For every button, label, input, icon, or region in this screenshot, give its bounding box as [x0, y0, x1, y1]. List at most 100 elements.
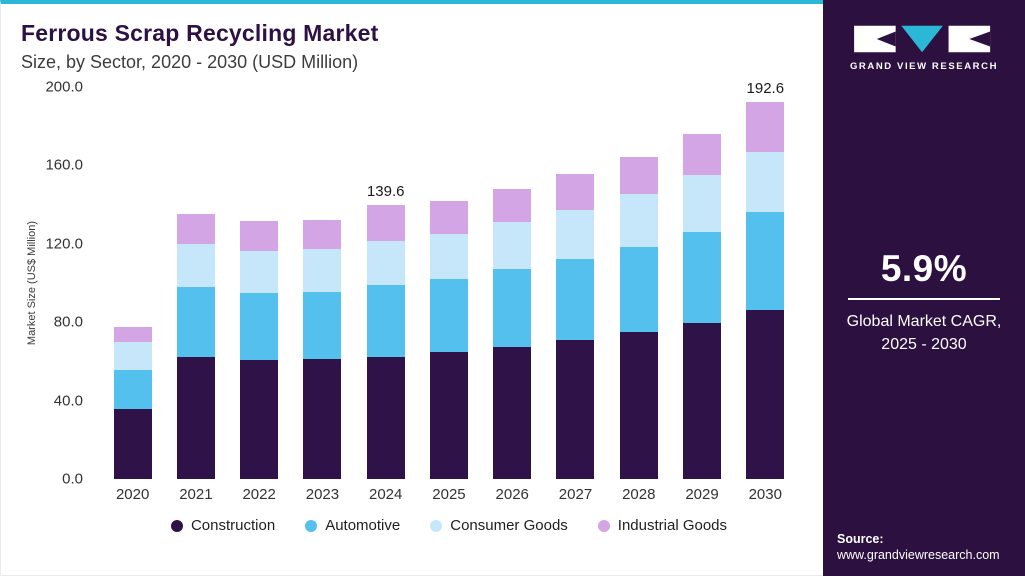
chart-area: Market Size (US$ Million) 0.0 40.0 80.0 120… [21, 79, 803, 534]
y-tick-label: 120.0 [45, 235, 83, 253]
bar-column-2022 [228, 87, 291, 479]
legend-label: Consumer Goods [450, 517, 568, 534]
bar-segment-consumer-goods [113, 341, 152, 371]
sidebar: GRAND VIEW RESEARCH 5.9% Global Market C… [823, 0, 1025, 576]
bar-segment-construction [113, 409, 152, 479]
bar-segment-construction [556, 339, 595, 479]
x-tick-label: 2026 [495, 486, 529, 503]
bar-segment-consumer-goods [683, 175, 722, 233]
bar-stack [303, 87, 342, 479]
x-tick-label: 2027 [558, 486, 593, 503]
bars: 139.6 192.6 [95, 80, 803, 479]
x-tick-label: 2024 [369, 486, 403, 503]
x-tick-label: 2029 [685, 486, 719, 503]
y-tick-label: 0.0 [62, 470, 83, 488]
y-axis: 0.0 40.0 80.0 120.0 160.0 200.0 [43, 79, 95, 488]
x-tick-label: 2028 [622, 486, 656, 503]
bar-segment-consumer-goods [240, 250, 279, 293]
bar-stack [240, 87, 279, 479]
legend-swatch-icon [430, 519, 443, 532]
bar-segment-automotive [556, 259, 595, 340]
bar-segment-industrial-goods [429, 200, 468, 235]
bar-segment-construction [176, 356, 215, 479]
bar-column-2025 [417, 87, 480, 479]
bar-value-label: 139.6 [366, 183, 405, 201]
y-axis-title: Market Size (US$ Million) [26, 220, 38, 346]
bar-segment-consumer-goods [746, 151, 785, 213]
bar-segment-construction [429, 351, 468, 479]
bar-column-2021 [164, 87, 227, 479]
legend-item-consumer-goods: Consumer Goods [430, 517, 568, 534]
gvr-logo: GRAND VIEW RESEARCH [849, 22, 999, 72]
bar-column-2027 [544, 87, 607, 479]
bar-stack [683, 87, 722, 479]
chart-main: 0.0 40.0 80.0 120.0 160.0 200.0 139.6 192.6 20… [43, 79, 803, 534]
bar-segment-consumer-goods [429, 234, 468, 280]
bar-segment-construction [493, 346, 532, 479]
bar-segment-consumer-goods [619, 193, 658, 247]
bar-column-2028 [607, 87, 670, 479]
bar-segment-construction [240, 360, 279, 479]
bar-segment-industrial-goods [113, 327, 152, 342]
source-url: www.grandviewresearch.com [837, 548, 1000, 562]
x-tick-label: 2022 [242, 486, 276, 503]
bar-segment-automotive [746, 212, 785, 311]
bar-segment-industrial-goods [556, 174, 595, 211]
bar-segment-construction [619, 332, 658, 479]
bar-segment-construction [746, 310, 785, 479]
source-block: Source: www.grandviewresearch.com [837, 532, 1011, 562]
legend-item-automotive: Automotive [305, 517, 400, 534]
bar-segment-automotive [240, 292, 279, 361]
y-tick-label: 160.0 [45, 156, 83, 174]
legend-swatch-icon [170, 519, 183, 532]
bar-segment-construction [366, 356, 405, 479]
bar-stack [493, 87, 532, 479]
chart-panel: Ferrous Scrap Recycling Market Size, by … [0, 0, 823, 576]
bar-segment-industrial-goods [493, 188, 532, 223]
cagr-label-line1: Global Market CAGR, [846, 313, 1002, 330]
x-tick-label: 2025 [432, 486, 466, 503]
bar-column-2030: 192.6 [734, 80, 797, 479]
y-axis-title-wrap: Market Size (US$ Million) [21, 87, 43, 479]
bar-segment-construction [683, 323, 722, 479]
bar-column-2020 [101, 87, 164, 479]
bar-segment-industrial-goods [240, 221, 279, 251]
gvr-logo-text: GRAND VIEW RESEARCH [849, 61, 999, 72]
bar-stack [429, 87, 468, 479]
legend-label: Industrial Goods [617, 517, 728, 534]
cagr-divider [848, 298, 1000, 300]
bar-segment-industrial-goods [619, 156, 658, 194]
legend-swatch-icon [305, 519, 318, 532]
bar-segment-automotive [493, 269, 532, 347]
x-axis: 2020 2021 2022 2023 2024 2025 2026 2027 2028 2029… [95, 486, 803, 503]
bar-segment-industrial-goods [746, 101, 785, 152]
bar-stack [556, 87, 595, 479]
bar-stack [366, 87, 405, 479]
x-tick-label: 2020 [115, 486, 150, 503]
cagr-block: 5.9% Global Market CAGR, 2025 - 2030 [847, 248, 1002, 356]
x-tick-label: 2030 [748, 486, 782, 503]
legend-label: Construction [190, 517, 276, 534]
bar-segment-consumer-goods [176, 243, 215, 287]
bar-column-2026 [481, 87, 544, 479]
x-tick-label: 2021 [179, 486, 213, 503]
chart-title: Ferrous Scrap Recycling Market [21, 20, 379, 46]
gvr-logo-icon [854, 25, 991, 53]
bar-segment-industrial-goods [303, 220, 342, 249]
plot-row: 0.0 40.0 80.0 120.0 160.0 200.0 139.6 192.6 [43, 79, 803, 488]
bar-segment-automotive [176, 286, 215, 357]
bar-stack [619, 87, 658, 479]
cagr-label-line2: 2025 - 2030 [881, 336, 967, 353]
cagr-value: 5.9% [880, 248, 968, 289]
x-tick-label: 2023 [305, 486, 340, 503]
bar-segment-consumer-goods [493, 222, 532, 270]
legend: Construction Automotive Consumer Goods Indu… [95, 517, 803, 534]
bar-segment-automotive [113, 370, 152, 410]
y-tick-label: 200.0 [45, 78, 83, 96]
source-label: Source: [837, 532, 884, 546]
y-tick-label: 80.0 [53, 313, 83, 331]
bar-segment-automotive [683, 232, 722, 324]
bar-segment-construction [303, 359, 342, 479]
bar-stack [746, 87, 785, 479]
